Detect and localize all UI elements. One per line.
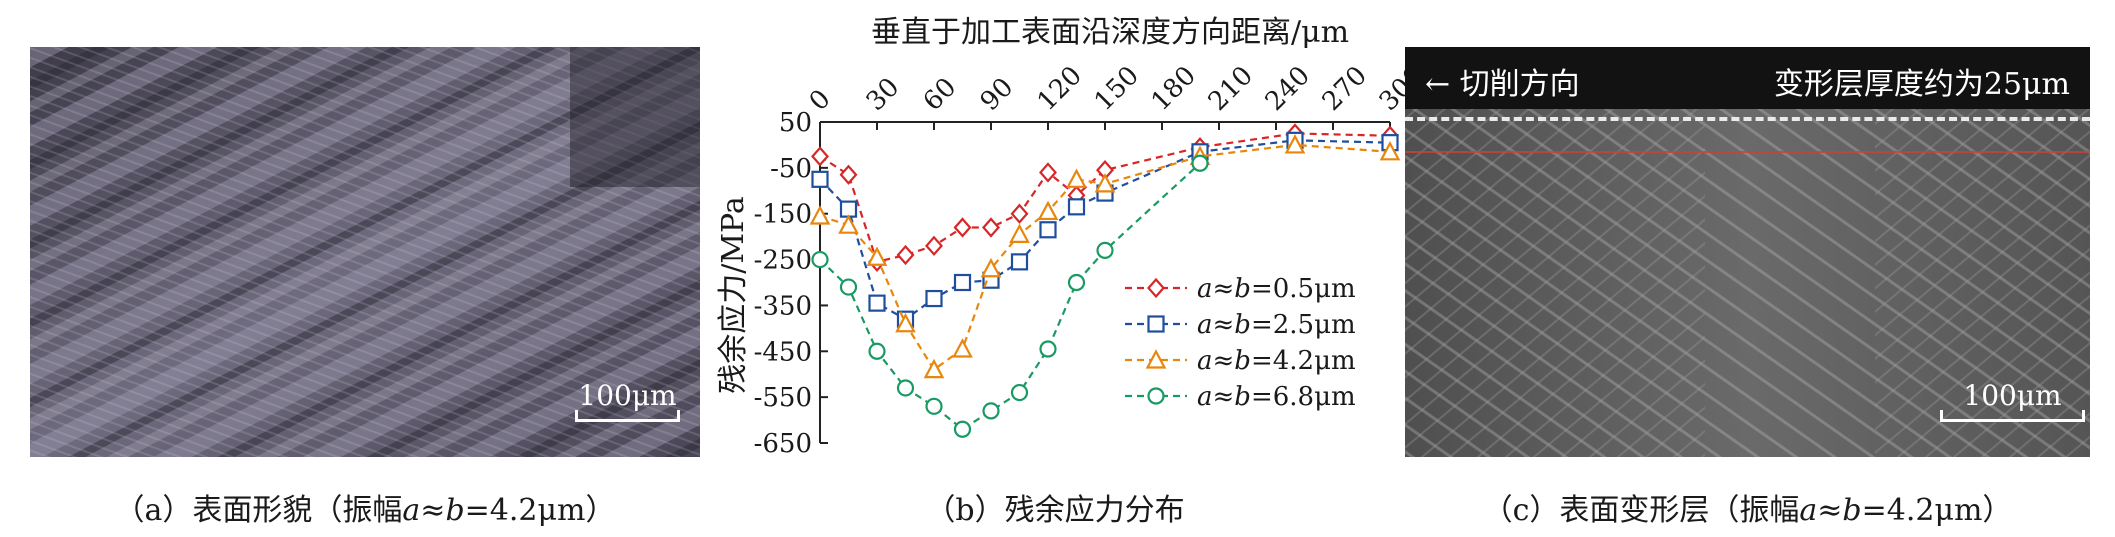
data-point bbox=[923, 358, 945, 379]
data-point bbox=[980, 257, 1002, 278]
data-point bbox=[1066, 168, 1087, 188]
data-point bbox=[838, 214, 859, 234]
surface-texture bbox=[30, 47, 700, 457]
x-axis-title: 垂直于加工表面沿深度方向距离/μm bbox=[871, 15, 1349, 50]
data-point bbox=[1096, 241, 1114, 259]
data-point bbox=[1147, 277, 1165, 299]
y-tick-label: 50 bbox=[779, 108, 812, 138]
cutting-direction-label: ← 切削方向 bbox=[1425, 67, 1580, 102]
data-point bbox=[1147, 315, 1165, 333]
data-point bbox=[839, 164, 858, 185]
legend-label: a≈b=2.5μm bbox=[1197, 310, 1356, 340]
data-point bbox=[1191, 154, 1209, 172]
data-point bbox=[1010, 253, 1029, 271]
y-axis-title: 残余应力/MPa bbox=[716, 196, 751, 394]
x-tick-label: 90 bbox=[975, 72, 1020, 117]
series-line bbox=[819, 132, 1391, 264]
data-point bbox=[1147, 387, 1165, 405]
x-tick-label: 300 bbox=[1374, 61, 1405, 117]
series-line bbox=[819, 143, 1391, 372]
data-point bbox=[1010, 383, 1029, 402]
series-triangle bbox=[809, 134, 1401, 379]
chart-series bbox=[809, 123, 1401, 438]
y-tick-label: -650 bbox=[754, 429, 812, 459]
legend-label: a≈b=4.2μm bbox=[1197, 346, 1356, 376]
data-point bbox=[1067, 198, 1086, 216]
x-tick-label: 30 bbox=[861, 72, 906, 117]
legend-item: a≈b=0.5μm bbox=[1125, 274, 1356, 304]
caption-c: （c）表面变形层（振幅a≈b=4.2μm） bbox=[1482, 493, 2013, 528]
data-point bbox=[1009, 223, 1030, 243]
data-point bbox=[811, 146, 829, 167]
caption-a: （a）表面形貌（振幅a≈b=4.2μm） bbox=[114, 493, 616, 528]
data-point bbox=[953, 420, 972, 438]
y-tick-label: -50 bbox=[770, 154, 812, 184]
data-point bbox=[809, 205, 831, 225]
caption-b: （b）残余应力分布 bbox=[925, 493, 1185, 528]
x-tick-label: 180 bbox=[1146, 61, 1202, 117]
scale-bar-c: 100μm bbox=[1940, 372, 2085, 422]
data-point bbox=[925, 289, 943, 308]
data-point bbox=[952, 338, 973, 358]
residual-stress-chart: 垂直于加工表面沿深度方向距离/μm 残余应力/MPa 0 30 60 90 120 150… bbox=[716, 15, 1405, 459]
deformation-thickness-label: 变形层厚度约为25μm bbox=[1773, 67, 2070, 102]
y-tick-label: -350 bbox=[754, 291, 812, 321]
data-point bbox=[866, 246, 888, 266]
data-point bbox=[1039, 162, 1057, 183]
y-tick-label: -450 bbox=[754, 337, 812, 367]
data-point bbox=[1010, 203, 1029, 224]
data-point bbox=[982, 217, 1000, 238]
x-tick-label: 150 bbox=[1089, 61, 1145, 117]
x-tick-label: 60 bbox=[918, 72, 963, 117]
data-point bbox=[868, 294, 886, 312]
legend-label: a≈b=6.8μm bbox=[1197, 382, 1356, 412]
y-tick-label: -150 bbox=[754, 200, 812, 230]
data-point bbox=[811, 250, 829, 269]
surface-boundary-line bbox=[1405, 117, 2090, 121]
chart-legend: a≈b=0.5μm a≈b=2.5μm a≈b=4.2μm a≈b=6.8μm bbox=[1125, 274, 1356, 412]
data-point bbox=[1039, 221, 1057, 239]
x-tick-label: 270 bbox=[1317, 61, 1373, 117]
data-point bbox=[953, 273, 972, 292]
legend-item: a≈b=4.2μm bbox=[1125, 346, 1356, 376]
label-strip bbox=[1405, 47, 2090, 109]
data-point bbox=[896, 379, 915, 397]
data-point bbox=[925, 397, 943, 415]
data-point bbox=[925, 235, 943, 256]
series-circle bbox=[811, 154, 1209, 438]
data-point bbox=[982, 402, 1000, 420]
data-point bbox=[1094, 173, 1116, 193]
data-point bbox=[1039, 340, 1057, 358]
legend-item: a≈b=6.8μm bbox=[1125, 382, 1356, 412]
data-point bbox=[896, 244, 915, 266]
y-tick-label: -250 bbox=[754, 246, 812, 276]
legend-label: a≈b=0.5μm bbox=[1197, 274, 1356, 304]
data-point bbox=[953, 217, 972, 238]
deformation-layer-image: ← 切削方向 变形层厚度约为25μm 100μm bbox=[1405, 47, 2090, 457]
data-point bbox=[1067, 273, 1086, 292]
deformation-boundary-line bbox=[1405, 151, 2090, 153]
data-point bbox=[1379, 140, 1401, 161]
data-point bbox=[868, 342, 886, 360]
surface-topography-image: 100μm bbox=[30, 47, 700, 457]
x-tick-label: 120 bbox=[1032, 61, 1088, 117]
data-point bbox=[1145, 349, 1167, 369]
x-tick-label: 210 bbox=[1203, 61, 1259, 117]
scale-bar-a: 100μm bbox=[575, 372, 680, 422]
y-tick-label: -550 bbox=[754, 383, 812, 413]
x-tick-label: 240 bbox=[1260, 61, 1316, 117]
data-point bbox=[839, 278, 858, 296]
scale-label-c: 100μm bbox=[1963, 379, 2062, 412]
scale-label-a: 100μm bbox=[578, 379, 677, 412]
data-point bbox=[895, 312, 916, 333]
legend-item: a≈b=2.5μm bbox=[1125, 310, 1356, 340]
data-point bbox=[811, 170, 829, 188]
microstructure-texture bbox=[1405, 47, 2090, 457]
data-point bbox=[1037, 200, 1059, 221]
data-point bbox=[1284, 134, 1306, 154]
